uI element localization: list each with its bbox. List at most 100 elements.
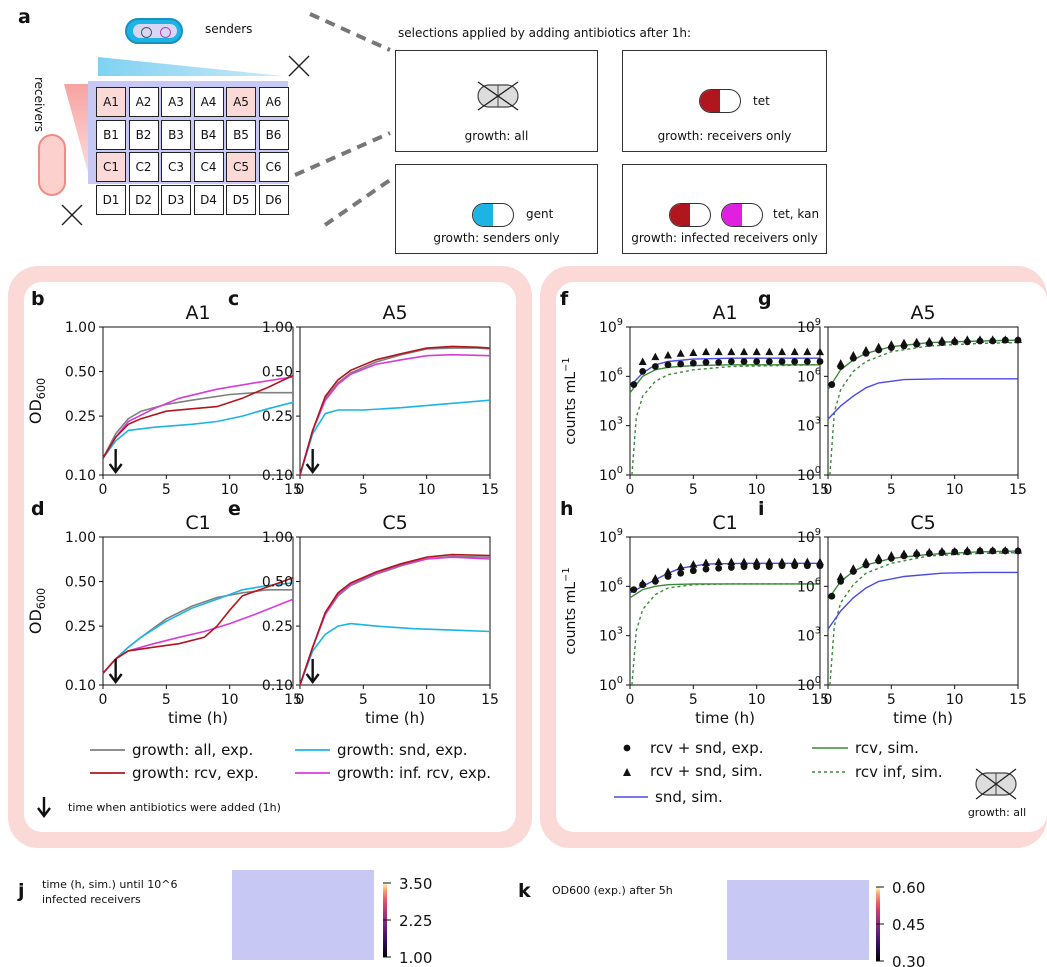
panel-label-g: g [758,288,772,310]
exp-marker [951,548,959,556]
x-tick-label: 0 [824,692,833,708]
exp-marker [753,563,761,570]
selection-caption: growth: receivers only [657,129,792,143]
well-A5: A5 [226,87,256,117]
x-tick-label: 10 [946,482,964,498]
crossed-capsule-icon [477,81,519,111]
well-C3: C3 [161,152,191,182]
y-tick-label: 109 [599,527,623,546]
x-tick-label: 5 [689,692,698,708]
selection-caption: growth: all [464,129,529,143]
plot-title: C1 [712,512,737,534]
y-tick-label: 1.00 [65,320,96,336]
exp-marker [664,361,672,369]
y-tick-label: 0.50 [262,575,293,591]
exp-marker [976,547,984,555]
exp-marker [938,339,946,347]
exp-marker [976,337,984,345]
x-tick-label: 5 [689,482,698,498]
x-tick-label: 10 [748,482,766,498]
selection-box-gent: gent growth: senders only [395,164,598,254]
sender-capsule-icon [125,18,183,44]
x-tick-label: 5 [359,692,368,708]
panel-label-j: j [18,880,25,902]
plot-frame [827,326,1019,476]
sim-marker [765,347,774,356]
well-A6: A6 [258,87,289,117]
y-tick-label: 103 [599,626,623,645]
panel-label-f: f [560,288,569,310]
x-tick-label: 5 [887,482,896,498]
exp-marker [828,381,836,388]
legend-label-rcv: growth: rcv, exp. [132,764,259,782]
plot-title: A5 [382,302,407,324]
antibiotic-arrow-head [305,463,320,474]
plot-title: A1 [185,302,210,324]
exp-marker [938,549,946,557]
y-tick-label: 100 [797,675,821,694]
sim-marker [689,348,698,356]
plate-gradients [61,12,392,227]
colorbar-tick-label: 1.00 [399,949,432,967]
exp-marker [702,565,710,573]
x-tick-label: 10 [418,482,436,498]
series-snd [102,582,294,674]
y-tick-label: 103 [797,626,821,645]
heatmap-j-title: time (h, sim.) until 10^6 infected recei… [42,877,217,907]
x-tick-label: 15 [284,482,302,498]
y-tick-label: 0.50 [65,575,96,591]
colorbar-tick-label: 3.50 [399,875,432,893]
plot-frame [102,326,294,476]
legend-label-all: growth: all, exp. [132,741,253,759]
icon-caption: growth: all [968,806,1026,819]
exp-marker [913,550,921,558]
exp-marker [791,358,799,365]
y-tick-label: 103 [797,416,821,435]
series-rcv [299,345,491,476]
x-tick-label: 15 [481,482,499,498]
exp-marker [803,358,811,365]
sim-marker [676,562,685,571]
legend-label-exp: rcv + snd, exp. [650,739,764,757]
plot-frame [827,536,1019,686]
legend-label-rcv: rcv, sim. [855,739,919,757]
y-tick-label: 1.00 [65,530,96,546]
sim-marker [803,347,812,356]
x-tick-label: 5 [162,692,171,708]
selection-caption: growth: infected receivers only [631,231,818,245]
exp-marker [630,381,638,388]
colorbar-tick-label: 0.60 [892,879,925,897]
exp-marker [677,569,685,577]
antibiotic-arrow-head [108,463,123,474]
sim-marker [664,350,672,359]
x-tick-label: 15 [1009,482,1027,498]
series-snd [299,622,491,686]
exp-marker [887,344,895,351]
plot-frame [629,536,821,686]
sim-marker [714,557,723,566]
exp-marker [791,562,799,570]
exp-marker [1001,547,1009,555]
panel-label-k: k [518,880,531,902]
sim-marker [752,557,761,566]
senders-label: senders [205,22,253,36]
antibiotic-label: tet, kan [773,207,820,221]
exp-marker [849,354,857,362]
y-tick-label: 106 [599,366,623,385]
exp-marker [989,337,997,345]
sim-marker [727,557,736,566]
y-tick-label: 0.10 [65,678,96,694]
od-chart-A5: c A5 1.00 0.50 0.25 0.100 5 10 15 [228,288,499,498]
selection-box-tet-kan: tet, kan growth: infected receivers only [622,164,827,254]
sim-marker [790,347,799,356]
legend-label-snd: growth: snd, exp. [337,741,468,759]
y-tick-label: 109 [797,317,821,336]
x-tick-label: 10 [748,692,766,708]
receiver-capsule-icon [38,134,66,196]
y-tick-label: 100 [599,675,623,694]
x-axis-label: time (h) [893,709,953,727]
well-C4: C4 [193,152,224,182]
